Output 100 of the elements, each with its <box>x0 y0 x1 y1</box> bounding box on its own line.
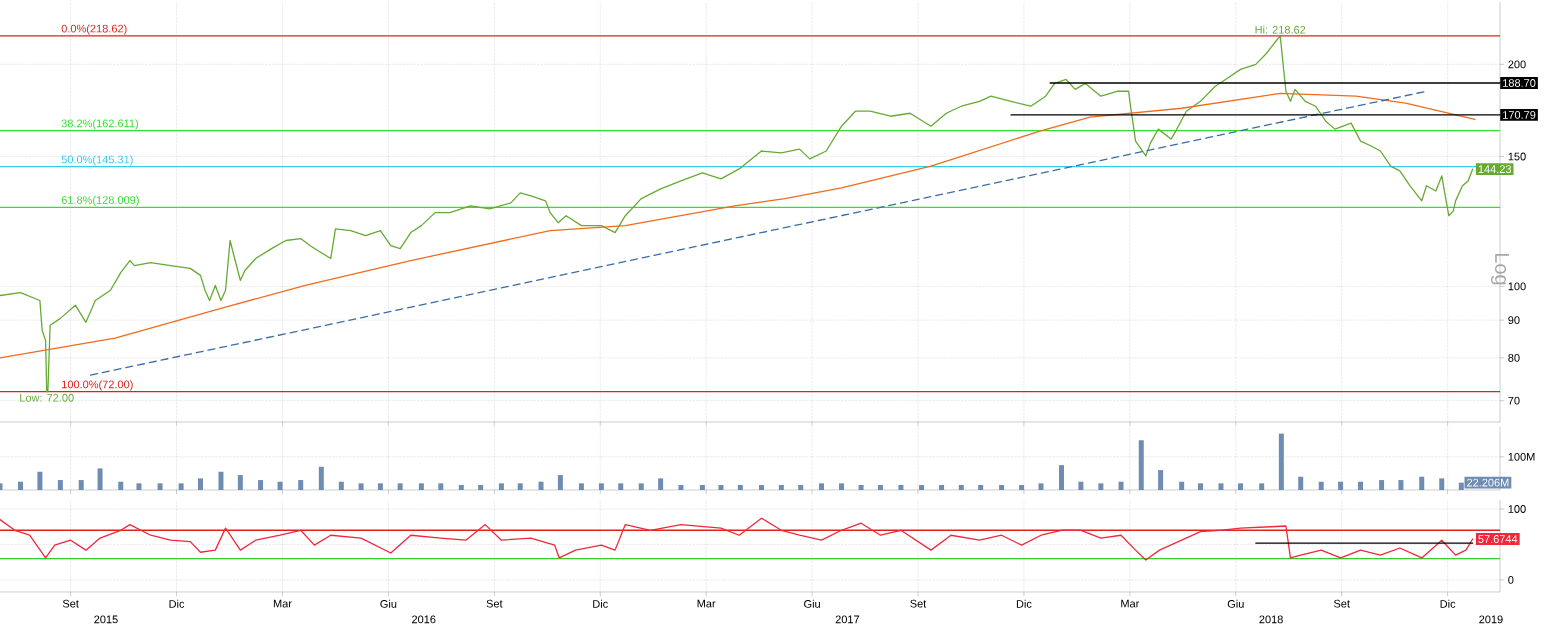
bar <box>1078 481 1084 490</box>
x2-tick-label: 2019 <box>1479 615 1503 624</box>
bar <box>1038 483 1044 490</box>
bar <box>1379 480 1385 490</box>
ref-line-label: 50.0%(145.31) <box>61 155 133 166</box>
bar <box>1358 481 1364 490</box>
y-tick-label: 100 <box>1508 282 1526 291</box>
bar <box>458 485 464 490</box>
bar <box>277 481 283 490</box>
bar <box>758 485 764 490</box>
bar <box>18 481 24 490</box>
series-label: 170.79 <box>1503 111 1536 119</box>
bar <box>157 483 163 490</box>
bar <box>218 471 224 490</box>
bar <box>418 483 424 490</box>
x-tick-label: Giu <box>804 599 820 608</box>
bar <box>1158 470 1164 490</box>
ref-line-label: 100.0%(72.00) <box>62 380 133 391</box>
bar <box>618 483 624 490</box>
bar <box>1218 483 1224 490</box>
bar <box>1019 485 1025 490</box>
bar <box>919 485 925 490</box>
bar <box>939 485 945 490</box>
line-series <box>0 517 1474 561</box>
x-tick-label: Set <box>1333 599 1350 608</box>
bar <box>1398 480 1404 490</box>
bar <box>318 466 324 490</box>
y-tick-label: 100M <box>1508 452 1535 461</box>
bar <box>1338 481 1344 490</box>
bar <box>557 475 563 490</box>
bar <box>1439 478 1445 490</box>
bar <box>737 485 743 490</box>
bar <box>178 483 184 490</box>
bar <box>1259 483 1265 490</box>
bar <box>57 480 63 490</box>
bar <box>258 480 264 490</box>
y-tick-label: 200 <box>1508 60 1526 69</box>
x2-tick-label: 2016 <box>412 615 436 624</box>
bar <box>958 485 964 490</box>
annotation: Low: 72.00 <box>20 393 74 402</box>
bar <box>358 483 364 490</box>
bar <box>538 481 544 490</box>
x-tick-label: Giu <box>380 599 397 608</box>
bar <box>1179 481 1185 490</box>
bar <box>858 485 864 490</box>
bar <box>839 483 845 490</box>
annotation: 22.206M <box>1467 478 1509 487</box>
bar <box>718 485 724 490</box>
bar <box>578 483 584 490</box>
bar <box>37 471 43 490</box>
ref-line-label: 61.8%(128.009) <box>61 195 139 207</box>
ref-line-label: 0.0%(218.62) <box>61 24 127 35</box>
bar <box>78 480 84 490</box>
annotation: 57.6744 <box>1478 535 1518 543</box>
bar <box>197 478 203 490</box>
y-tick-label: 80 <box>1508 353 1520 362</box>
x-tick-label: Set <box>486 599 503 608</box>
line-series <box>0 35 1474 393</box>
bar <box>877 485 883 490</box>
bar <box>898 485 904 490</box>
x-tick-label: Set <box>910 599 927 608</box>
bar <box>638 483 644 490</box>
x-tick-label: Mar <box>1121 599 1140 608</box>
bar <box>798 485 804 490</box>
bar <box>1197 483 1203 490</box>
x-tick-label: Mar <box>273 599 292 608</box>
x-tick-label: Dic <box>1440 599 1456 608</box>
bar <box>819 483 825 490</box>
bar <box>978 485 984 490</box>
bar <box>1298 476 1304 490</box>
bar <box>678 485 684 490</box>
bar <box>397 483 403 490</box>
bar <box>1138 440 1144 490</box>
x2-tick-label: 2018 <box>1259 615 1283 624</box>
bar <box>778 485 784 490</box>
annotation: Hi: 218.62 <box>1255 25 1306 34</box>
x-tick-label: Dic <box>593 599 608 608</box>
y-tick-label: 0 <box>1508 576 1514 584</box>
bar <box>478 485 484 490</box>
bar <box>298 480 304 490</box>
bar <box>438 483 444 490</box>
x-tick-label: Dic <box>1016 599 1032 608</box>
bar <box>1118 481 1124 490</box>
y-tick-label: 90 <box>1508 316 1520 325</box>
bar <box>598 483 604 490</box>
x-tick-label: Giu <box>1227 599 1244 608</box>
y-tick-label: 100 <box>1508 505 1526 513</box>
annotation: 144.23 <box>1478 165 1512 173</box>
bar <box>999 485 1005 490</box>
bar <box>338 481 344 490</box>
x2-tick-label: 2015 <box>94 615 118 624</box>
bar <box>97 468 103 490</box>
ref-line-label: 38.2%(162.611) <box>61 119 138 130</box>
x-tick-label: Dic <box>169 599 185 608</box>
bar <box>498 483 504 490</box>
bar <box>237 475 243 490</box>
bar <box>1318 481 1324 490</box>
bar <box>1419 476 1425 490</box>
bar <box>377 483 383 490</box>
y-tick-label: 70 <box>1508 396 1520 405</box>
